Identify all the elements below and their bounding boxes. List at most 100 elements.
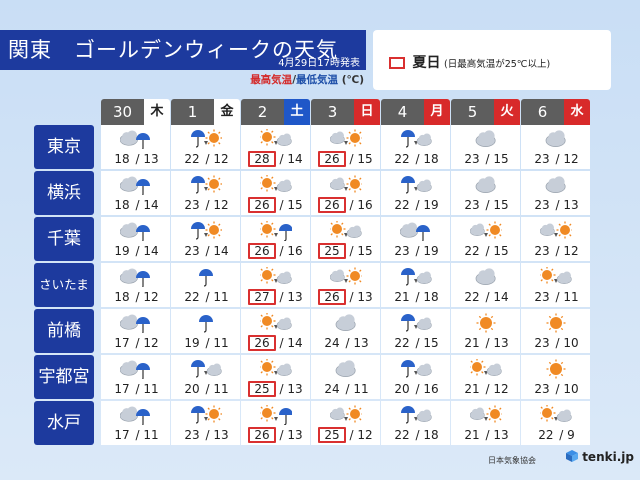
low-temp: 11 <box>213 336 229 350</box>
temperature-pair: 25 / 13 <box>241 381 310 397</box>
temp-separator: / <box>555 428 568 442</box>
forecast-cell: 23 / 12 <box>171 171 240 215</box>
low-temp: 14 <box>493 290 509 304</box>
cloudy-with-rain-icon <box>120 406 150 425</box>
temperature-pair: 26 / 14 <box>241 335 310 351</box>
high-temp: 19 <box>114 244 130 258</box>
forecast-cell: 26 / 16 <box>241 217 310 261</box>
cloudy-icon <box>335 360 356 377</box>
temperature-pair: 26 / 16 <box>241 243 310 259</box>
high-temp: 20 <box>394 382 410 396</box>
temperature-pair: 23 / 12 <box>171 197 240 213</box>
temp-separator: / <box>551 336 564 350</box>
low-temp: 11 <box>563 290 579 304</box>
temperature-pair: 23 / 11 <box>521 289 590 305</box>
rain-icon <box>199 269 213 287</box>
day-of-week: 土 <box>284 99 310 125</box>
city-label: 横浜 <box>34 171 94 215</box>
logo-text: tenki.jp <box>582 450 634 464</box>
forecast-cell: 24 / 13 <box>311 309 380 353</box>
temp-separator: / <box>411 428 424 442</box>
temp-separator: / <box>201 382 214 396</box>
high-temp: 24 <box>324 336 340 350</box>
high-temp: 23 <box>534 290 550 304</box>
temperature-pair: 19 / 14 <box>101 243 170 259</box>
low-temp: 15 <box>493 244 509 258</box>
city-label: 東京 <box>34 125 94 169</box>
temperature-pair: 27 / 13 <box>241 289 310 305</box>
legend-low-label: 最低気温 <box>296 74 339 86</box>
low-temp: 13 <box>353 336 369 350</box>
forecast-cell: 25 / 12 <box>311 401 380 445</box>
temp-separator: / <box>551 244 564 258</box>
rain-then-sunny-icon <box>191 405 222 424</box>
temp-separator: / <box>411 290 424 304</box>
forecast-cell: 22 / 15 <box>451 217 520 261</box>
temperature-pair: 25 / 15 <box>311 243 380 259</box>
rain-then-sunny-icon <box>191 221 222 240</box>
temp-separator: / <box>275 290 288 304</box>
day-number: 1 <box>171 99 214 125</box>
temp-separator: / <box>345 290 358 304</box>
temp-separator: / <box>341 382 354 396</box>
day-number: 5 <box>451 99 494 125</box>
forecast-cell: 26 / 13 <box>311 263 380 307</box>
forecast-cell: 23 / 10 <box>521 309 590 353</box>
temperature-pair: 23 / 10 <box>521 381 590 397</box>
forecast-cell: 22 / 9 <box>521 401 590 445</box>
cloudy-then-sunny-icon <box>470 221 502 239</box>
temp-separator: / <box>275 336 288 350</box>
low-temp: 15 <box>423 336 439 350</box>
forecast-cell: 22 / 18 <box>381 125 450 169</box>
temp-separator: / <box>551 198 564 212</box>
sunny-icon <box>546 359 566 379</box>
high-temp: 23 <box>534 382 550 396</box>
low-temp: 15 <box>357 244 373 258</box>
forecast-cell: 17 / 12 <box>101 309 170 353</box>
forecast-cell: 23 / 19 <box>381 217 450 261</box>
source-credit: 日本気象協会 <box>488 456 536 465</box>
cloudy-icon <box>475 130 496 147</box>
summer-day-legend: 夏日 (日最高気温が25℃以上) <box>373 30 611 90</box>
low-temp: 12 <box>563 152 579 166</box>
high-temp: 26 <box>248 243 276 259</box>
high-temp: 23 <box>394 244 410 258</box>
high-temp: 22 <box>394 336 410 350</box>
cloudy-with-rain-icon <box>120 222 150 241</box>
page-title: 関東 ゴールデンウィークの天気 <box>0 30 366 70</box>
high-temp: 17 <box>114 428 130 442</box>
temperature-pair: 22 / 15 <box>451 243 520 259</box>
cloudy-then-sunny-icon <box>330 405 362 423</box>
cloudy-icon <box>475 268 496 285</box>
high-temp: 19 <box>184 336 200 350</box>
high-temp: 25 <box>318 243 346 259</box>
forecast-cell: 20 / 16 <box>381 355 450 399</box>
forecast-cell: 23 / 10 <box>521 355 590 399</box>
sunny-then-cloudy-icon <box>330 221 362 238</box>
temp-separator: / <box>275 198 288 212</box>
temp-separator: / <box>201 198 214 212</box>
temp-separator: / <box>345 152 358 166</box>
high-temp: 24 <box>324 382 340 396</box>
low-temp: 12 <box>143 290 159 304</box>
forecast-cell: 22 / 18 <box>381 401 450 445</box>
rain-then-cloudy-icon <box>401 314 432 332</box>
temperature-pair: 18 / 14 <box>101 197 170 213</box>
rain-then-cloudy-icon <box>401 268 432 286</box>
temp-separator: / <box>201 336 214 350</box>
temperature-pair: 26 / 13 <box>241 427 310 443</box>
forecast-cell: 26 / 15 <box>311 125 380 169</box>
temperature-pair: 23 / 15 <box>451 151 520 167</box>
day-of-week: 月 <box>424 99 450 125</box>
forecast-cell: 18 / 12 <box>101 263 170 307</box>
high-temp: 22 <box>394 152 410 166</box>
high-temp: 22 <box>464 290 480 304</box>
temperature-pair: 23 / 13 <box>171 427 240 443</box>
cloudy-icon <box>545 176 566 193</box>
high-temp: 23 <box>464 152 480 166</box>
low-temp: 13 <box>357 290 373 304</box>
temp-separator: / <box>411 382 424 396</box>
temp-separator: / <box>551 290 564 304</box>
